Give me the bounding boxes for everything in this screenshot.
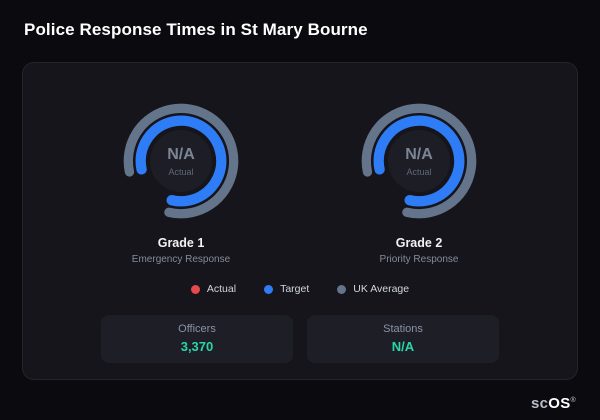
stat-label-stations: Stations	[383, 323, 423, 335]
stat-value-stations: N/A	[391, 339, 415, 354]
stats-row: Officers 3,370 Stations N/A	[23, 315, 577, 363]
legend-item-uk-average[interactable]: UK Average	[337, 283, 409, 295]
legend-label-uk-average: UK Average	[353, 283, 410, 295]
gauge-title-grade-1: Grade 1	[157, 236, 205, 250]
gauge-subtitle-grade-1: Emergency Response	[131, 254, 231, 265]
stat-value-officers: 3,370	[180, 339, 214, 354]
page-title: Police Response Times in St Mary Bourne	[24, 20, 368, 39]
target-arc	[135, 115, 227, 207]
gauge-value-label: Actual	[168, 166, 194, 177]
legend-dot-actual-icon	[190, 284, 200, 294]
gauge-ring-grade-2: N/A Actual	[357, 99, 481, 223]
legend-item-actual[interactable]: Actual	[190, 283, 237, 295]
registered-trademark-icon: ®	[570, 397, 576, 404]
gauge-center-grade-2: N/A Actual	[357, 99, 481, 223]
logo-prefix: sc	[530, 395, 549, 412]
stat-box-stations: Stations N/A	[307, 315, 499, 363]
gauge-title-grade-2: Grade 2	[395, 236, 443, 250]
stat-label-officers: Officers	[178, 323, 216, 335]
legend-item-target[interactable]: Target	[264, 283, 309, 295]
gauge-value-label: Actual	[406, 166, 432, 177]
legend-dot-uk-average-icon	[337, 284, 347, 294]
gauges-row: N/A Actual Grade 1 Emergency Response N/…	[23, 99, 577, 265]
gauge-value: N/A	[167, 145, 195, 163]
target-arc	[373, 115, 465, 207]
gauge-ring-grade-1: N/A Actual	[119, 99, 243, 223]
gauge-chart-grade-2	[361, 103, 477, 219]
response-times-card: N/A Actual Grade 1 Emergency Response N/…	[22, 62, 578, 380]
gauge-value: N/A	[405, 145, 433, 163]
gauge-chart-grade-1	[123, 103, 239, 219]
scos-logo: scOS®	[531, 395, 576, 412]
uk-average-arc	[361, 103, 477, 219]
logo-suffix: OS	[548, 395, 571, 412]
gauge-subtitle-grade-2: Priority Response	[379, 254, 459, 265]
legend-label-target: Target	[280, 283, 310, 295]
uk-average-arc	[123, 103, 239, 219]
chart-legend: Actual Target UK Average	[23, 283, 577, 295]
gauge-grade-2: N/A Actual Grade 2 Priority Response	[309, 99, 529, 265]
stat-box-officers: Officers 3,370	[101, 315, 293, 363]
gauge-grade-1: N/A Actual Grade 1 Emergency Response	[71, 99, 291, 265]
gauge-center-disc	[150, 130, 212, 192]
gauge-center-disc	[388, 130, 450, 192]
legend-dot-target-icon	[264, 284, 274, 294]
legend-label-actual: Actual	[206, 283, 237, 295]
gauge-center-grade-1: N/A Actual	[119, 99, 243, 223]
